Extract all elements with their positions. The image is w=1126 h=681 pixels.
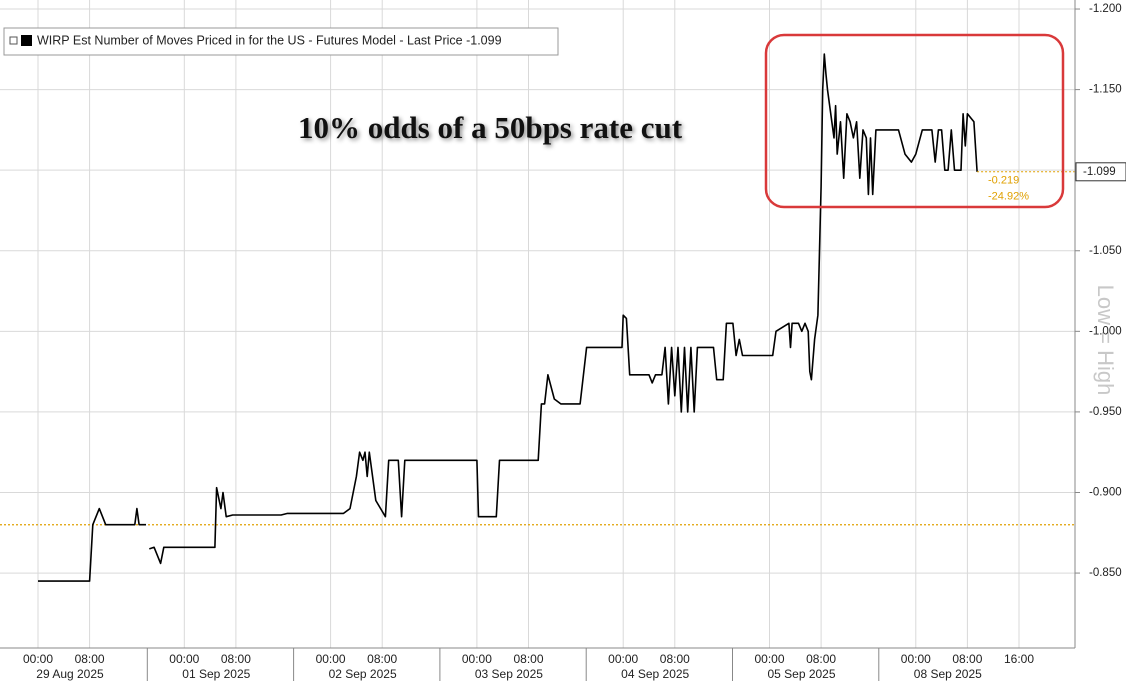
x-tick-label: 08:00 (367, 652, 397, 666)
x-tick-label: 08:00 (806, 652, 836, 666)
x-tick-label: 08:00 (513, 652, 543, 666)
last-price-label: -1.099 (1083, 166, 1116, 178)
day-label: 04 Sep 2025 (621, 667, 689, 681)
plot (0, 53, 1075, 582)
y-tick-label: -1.050 (1089, 245, 1122, 257)
day-label: 02 Sep 2025 (329, 667, 397, 681)
y-tick-label: -0.950 (1089, 406, 1122, 418)
axis-note: Low = High (1093, 285, 1118, 396)
day-label: 03 Sep 2025 (475, 667, 543, 681)
annotation: 10% odds of a 50bps rate cut (298, 110, 683, 145)
x-tick-label: 00:00 (462, 652, 492, 666)
y-tick-label: -1.150 (1089, 84, 1122, 96)
day-label: 08 Sep 2025 (914, 667, 982, 681)
x-tick-label: 00:00 (316, 652, 346, 666)
highlight-box (764, 33, 1065, 209)
x-tick-label: 00:00 (608, 652, 638, 666)
line-series (38, 53, 978, 582)
x-tick-label: 08:00 (952, 652, 982, 666)
change-label: -0.219 (988, 175, 1019, 187)
last-price-flag (1075, 162, 1126, 182)
legend-expander (9, 36, 18, 45)
x-tick-label: 00:00 (23, 652, 53, 666)
x-tick-label: 00:00 (754, 652, 784, 666)
day-label: 01 Sep 2025 (182, 667, 250, 681)
day-label: 29 Aug 2025 (36, 667, 104, 681)
y-tick-label: -0.850 (1089, 567, 1122, 579)
x-tick-label: 08:00 (221, 652, 251, 666)
x-tick-label: 08:00 (75, 652, 105, 666)
legend-swatch (21, 35, 32, 46)
x-tick-label: 16:00 (1004, 652, 1034, 666)
change-label: -24.92% (988, 191, 1029, 203)
grid (0, 0, 1075, 648)
y-tick-label: -1.000 (1089, 325, 1122, 337)
y-tick-label: -1.200 (1089, 3, 1122, 15)
x-tick-label: 08:00 (660, 652, 690, 666)
x-tick-label: 00:00 (901, 652, 931, 666)
legend-label: WIRP Est Number of Moves Priced in for t… (37, 33, 502, 47)
legend-box (3, 27, 559, 56)
y-tick-label: -0.900 (1089, 487, 1122, 499)
day-label: 05 Sep 2025 (767, 667, 835, 681)
x-tick-label: 00:00 (169, 652, 199, 666)
legend: WIRP Est Number of Moves Priced in for t… (3, 27, 559, 56)
